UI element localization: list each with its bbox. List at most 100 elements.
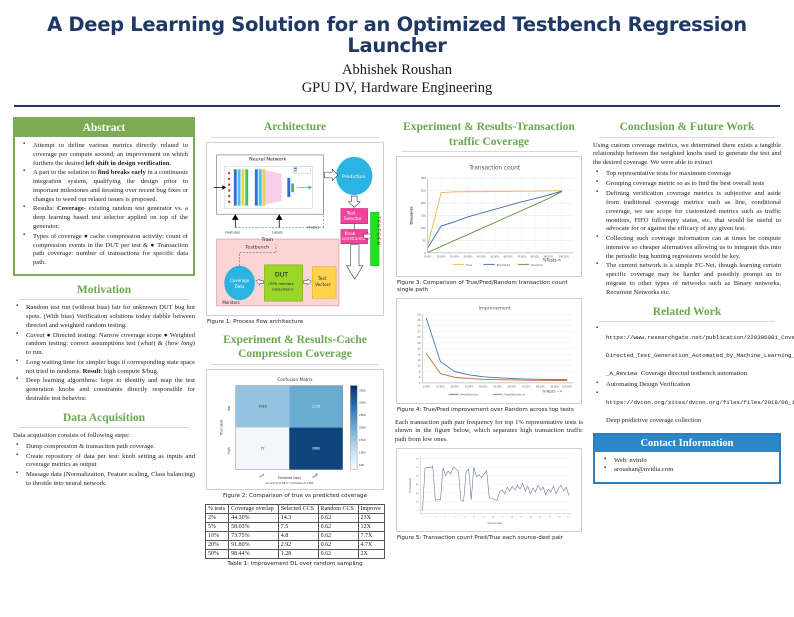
- cell: 2%: [204, 512, 230, 523]
- architecture-heading: Architecture: [263, 121, 327, 134]
- svg-text:7: 7: [454, 517, 455, 519]
- svg-text:20.00%: 20.00%: [450, 386, 459, 389]
- svg-text:13: 13: [482, 517, 484, 519]
- th-pct-tests: % tests: [204, 503, 230, 514]
- svg-text:90.00%: 90.00%: [550, 386, 559, 389]
- motivation-heading: Motivation: [76, 283, 132, 296]
- y-axis-label: thousands: [409, 206, 413, 224]
- th-random-ccs: Random CCS: [317, 503, 359, 514]
- svg-text:3660: 3660: [312, 446, 320, 450]
- figure-1-architecture: Testbench Neural Network: [206, 141, 384, 316]
- svg-text:Data: Data: [235, 283, 245, 288]
- svg-text:70.00%: 70.00%: [517, 256, 527, 259]
- cell: 0.62: [317, 530, 359, 541]
- svg-text:27: 27: [549, 517, 551, 519]
- svg-text:1210: 1210: [312, 404, 320, 408]
- prediction-label: Prediction: [342, 173, 366, 179]
- cell: 2X: [357, 548, 386, 559]
- poster-header: A Deep Learning Solution for an Optimize…: [0, 0, 794, 99]
- svg-text:50: 50: [422, 238, 426, 242]
- chart-legend: True Predicted Random: [452, 263, 543, 267]
- svg-text:72: 72: [260, 446, 264, 450]
- svg-text:21: 21: [520, 517, 522, 519]
- svg-text:11: 11: [473, 517, 475, 519]
- svg-text:15: 15: [416, 501, 419, 503]
- traffic-body-text: Each transaction path pair frequency for…: [395, 418, 583, 444]
- x-axis-label: Predicted label: [278, 476, 301, 480]
- svg-text:45: 45: [416, 484, 419, 486]
- svg-text:3000: 3000: [359, 400, 366, 404]
- column-left: Abstract Attempt to define various metri…: [8, 113, 200, 617]
- series-predicted: [427, 190, 562, 249]
- contact-section: Contact Information Web: nvinfo aroushan…: [593, 432, 781, 485]
- monitors-label: Monitors: [222, 300, 239, 305]
- related-link-1[interactable]: https://www.researchgate.net/publication…: [606, 333, 794, 377]
- list-item: Results: Coverage- existing random test …: [23, 204, 188, 231]
- list-item: Deep learning algorithms: hope to identi…: [16, 376, 195, 403]
- dut-label: DUT: [275, 271, 288, 278]
- svg-text:9: 9: [464, 517, 466, 519]
- th-selected-ccs: Selected CCS: [277, 503, 319, 514]
- svg-text:50.00%: 50.00%: [493, 386, 502, 389]
- svg-text:constraints: constraints: [342, 235, 365, 240]
- related-work-list: https://www.researchgate.net/publication…: [593, 325, 794, 427]
- svg-text:Vectors: Vectors: [315, 281, 331, 286]
- svg-text:10: 10: [417, 364, 421, 368]
- related-link-3[interactable]: https://dvcon.org/sites/dvcon.org/files/…: [606, 398, 794, 406]
- svg-text:30.00%: 30.00%: [465, 386, 474, 389]
- svg-text:250: 250: [421, 188, 426, 192]
- figure-4-caption: Figure 4: True/Pred improvement over Ran…: [397, 407, 574, 414]
- list-item: Caveat ● Directed testing: Narrow covera…: [16, 331, 195, 358]
- svg-text:Random: Random: [531, 263, 543, 267]
- abstract-heading: Abstract: [15, 119, 193, 138]
- table-1-caption: Table 1: Improvement DL over random samp…: [227, 560, 363, 567]
- th-improve: Improve: [357, 503, 386, 514]
- table-row: 50% 98.44% 1.28 0.62 2X: [204, 548, 386, 559]
- cell: 20%: [204, 539, 230, 550]
- svg-text:19: 19: [511, 517, 514, 519]
- svg-text:30: 30: [416, 493, 419, 495]
- svg-text:1000: 1000: [359, 450, 366, 454]
- svg-text:1.00%: 1.00%: [423, 386, 431, 389]
- svg-text:90.00%: 90.00%: [544, 256, 554, 259]
- architecture-diagram: Testbench Neural Network: [213, 154, 381, 306]
- column-two: Architecture Testbench Neural Network: [200, 113, 390, 617]
- column-three: Experiment & Results-Transaction traffic…: [390, 113, 588, 617]
- svg-text:1500: 1500: [359, 437, 366, 441]
- th-coverage-overlap: Coverage overlap: [228, 503, 279, 514]
- section-divider: [211, 136, 379, 138]
- figure-4-improvement: Improvement 28 26 24 22 20 18 16 14 12 10 8 6: [396, 298, 582, 405]
- svg-text:31: 31: [567, 517, 569, 519]
- list-item[interactable]: https://dvcon.org/sites/dvcon.org/files/…: [596, 390, 794, 427]
- cell: 10%: [204, 530, 230, 541]
- cell: 0.62: [317, 539, 359, 550]
- svg-text:26: 26: [417, 318, 421, 322]
- list-item[interactable]: https://www.researchgate.net/publication…: [596, 325, 794, 380]
- cell: 58.03%: [228, 521, 279, 532]
- list-item: Web: nvinfo: [604, 456, 773, 466]
- svg-text:80.00%: 80.00%: [536, 386, 545, 389]
- figure-2-confusion-matrix: Confusion Matrix 3015 1210 72 3660 low h…: [206, 368, 384, 490]
- contact-email[interactable]: aroushan@nvidia.com: [604, 465, 773, 475]
- svg-text:Selector: Selector: [344, 215, 362, 221]
- results-table: % tests Coverage overlap Selected CCS Ra…: [204, 503, 386, 559]
- cell: 0.62: [317, 548, 359, 559]
- svg-text:Predicted: Predicted: [497, 263, 511, 267]
- svg-text:30.00%: 30.00%: [463, 256, 473, 259]
- section-divider: [401, 150, 577, 152]
- svg-text:150: 150: [421, 213, 426, 217]
- cell: 91.80%: [228, 539, 279, 550]
- svg-text:29: 29: [558, 517, 561, 519]
- svg-text:5: 5: [445, 517, 446, 519]
- y-axis-label: Transactions: [408, 477, 412, 493]
- svg-text:0: 0: [419, 381, 421, 385]
- list-item: The current network is a simple FC-Net, …: [596, 261, 781, 297]
- data-acquisition-intro: Data acquisition consists of following s…: [13, 432, 130, 440]
- list-item: Defining verification coverage metrics i…: [596, 189, 781, 234]
- poster-columns: Abstract Attempt to define various metri…: [0, 107, 794, 617]
- svg-text:Pred/Random: Pred/Random: [460, 393, 478, 397]
- list-item: Long waiting time for simpler bugs if co…: [16, 358, 195, 377]
- contact-list: Web: nvinfo aroushan@nvidia.com: [601, 456, 773, 476]
- svg-text:10.00%: 10.00%: [436, 386, 445, 389]
